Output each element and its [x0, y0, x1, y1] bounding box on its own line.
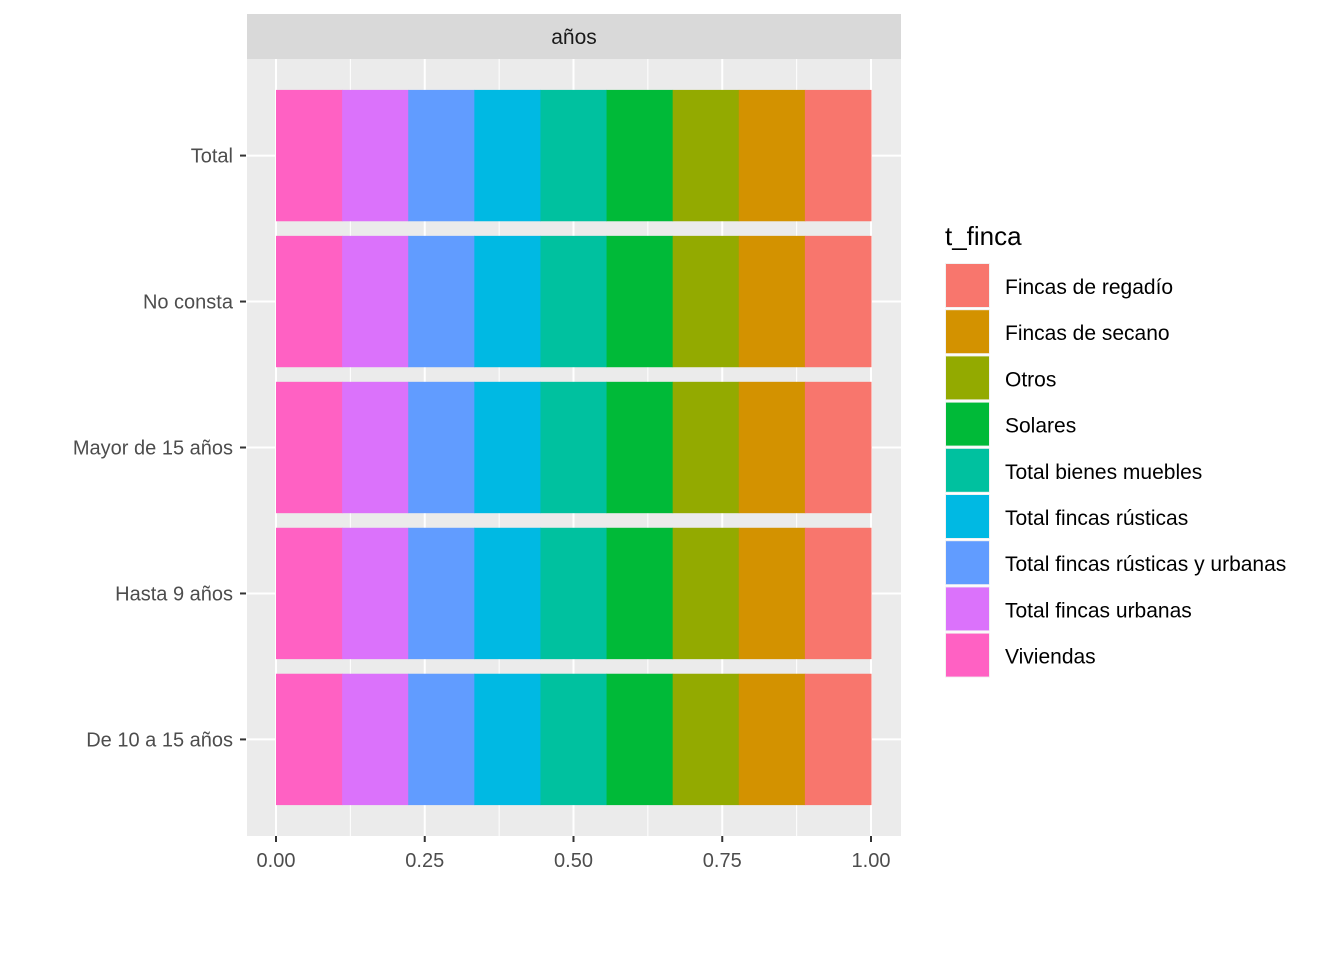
bar-segment [342, 235, 409, 368]
bar-segment [276, 527, 343, 660]
legend-item-label: Viviendas [1005, 646, 1096, 669]
bar-segment [738, 527, 806, 660]
bar-segment [804, 381, 872, 514]
facet-strip-label: años [551, 26, 597, 49]
bar-segment [672, 89, 740, 222]
x-tick-label: 1.00 [852, 850, 891, 872]
legend-swatch [946, 633, 989, 677]
legend-item-label: Total fincas rústicas [1005, 507, 1188, 530]
bar-segment [672, 527, 740, 660]
x-tick-label: 0.25 [405, 850, 444, 872]
bar-segment [540, 527, 608, 660]
bar-segment [474, 381, 541, 514]
x-tick-label: 0.75 [703, 850, 742, 872]
bar-segment [738, 89, 806, 222]
bar-segment [606, 89, 674, 222]
y-tick-label: De 10 a 15 años [86, 729, 233, 751]
y-tick-label: Total [191, 146, 233, 168]
legend-swatch [946, 448, 989, 492]
bar-segment [606, 381, 674, 514]
legend-item-label: Total fincas urbanas [1005, 599, 1192, 622]
legend-swatch [946, 356, 989, 400]
legend-item-label: Otros [1005, 368, 1056, 391]
bar-segment [606, 527, 674, 660]
bar-segment [540, 673, 608, 806]
legend-swatch [946, 495, 989, 538]
y-tick-label: Mayor de 15 años [73, 438, 233, 460]
legend-item-label: Total bienes muebles [1005, 461, 1202, 484]
bar-segment [540, 235, 608, 368]
legend: Fincas de regadío Fincas de secano Otros So… [945, 263, 1286, 678]
legend-item-label: Fincas de secano [1005, 322, 1170, 345]
bar-segment [672, 381, 740, 514]
bar-segment [474, 527, 541, 660]
bar-segment [804, 673, 872, 806]
bar-segment [606, 673, 674, 806]
legend-item-label: Total fincas rústicas y urbanas [1005, 553, 1286, 576]
bar-segment [540, 89, 608, 222]
bar-segment [606, 235, 674, 368]
legend-swatch [946, 541, 989, 585]
legend-title: t_finca [945, 221, 1022, 251]
legend-swatch [946, 402, 989, 446]
y-tick-label: Hasta 9 años [115, 583, 233, 605]
bar-segment [276, 89, 343, 222]
bar-segment [474, 673, 541, 806]
bar-segment [408, 381, 475, 514]
bar-segment [540, 381, 608, 514]
legend-item-label: Solares [1005, 415, 1076, 438]
bar-segment [738, 381, 806, 514]
bar-segment [804, 527, 872, 660]
bar-segment [672, 235, 740, 368]
bar-segment [804, 235, 872, 368]
bars-layer [276, 89, 872, 806]
bar-segment [408, 235, 475, 368]
legend-item-label: Fincas de regadío [1005, 276, 1173, 299]
y-tick-label: No consta [143, 292, 234, 314]
bar-segment [408, 527, 475, 660]
legend-swatch [946, 264, 989, 307]
x-axis: 0.00 0.25 0.50 0.75 1.00 [257, 836, 891, 872]
x-tick-label: 0.00 [257, 850, 296, 872]
bar-segment [276, 381, 343, 514]
bar-segment [738, 235, 806, 368]
bar-segment [342, 381, 409, 514]
bar-segment [408, 89, 475, 222]
bar-segment [342, 527, 409, 660]
bar-segment [474, 235, 541, 368]
bar-segment [342, 673, 409, 806]
bar-segment [474, 89, 541, 222]
y-axis: Total No consta Mayor de 15 años Hasta 9 añ… [73, 146, 246, 751]
bar-segment [276, 673, 343, 806]
bar-segment [672, 673, 740, 806]
x-tick-label: 0.50 [554, 850, 593, 872]
bar-segment [738, 673, 806, 806]
strip-background [247, 14, 901, 59]
bar-segment [408, 673, 475, 806]
bar-segment [276, 235, 343, 368]
legend-swatch [946, 587, 989, 631]
bar-segment [342, 89, 409, 222]
legend-swatch [946, 310, 989, 354]
bar-segment [804, 89, 872, 222]
